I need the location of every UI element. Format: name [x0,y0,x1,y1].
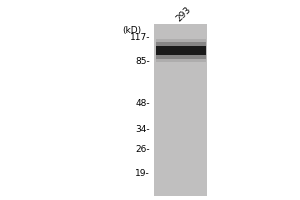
Text: 34-: 34- [135,125,150,134]
Bar [156,39,206,62]
Text: (kD): (kD) [122,26,141,35]
Text: 293: 293 [175,5,193,23]
Bar [154,24,207,196]
Bar [156,46,206,55]
Text: 48-: 48- [135,99,150,108]
Text: 26-: 26- [135,145,150,154]
Bar [156,42,206,59]
Text: 117-: 117- [130,33,150,42]
Text: 19-: 19- [135,169,150,178]
Text: 85-: 85- [135,57,150,66]
